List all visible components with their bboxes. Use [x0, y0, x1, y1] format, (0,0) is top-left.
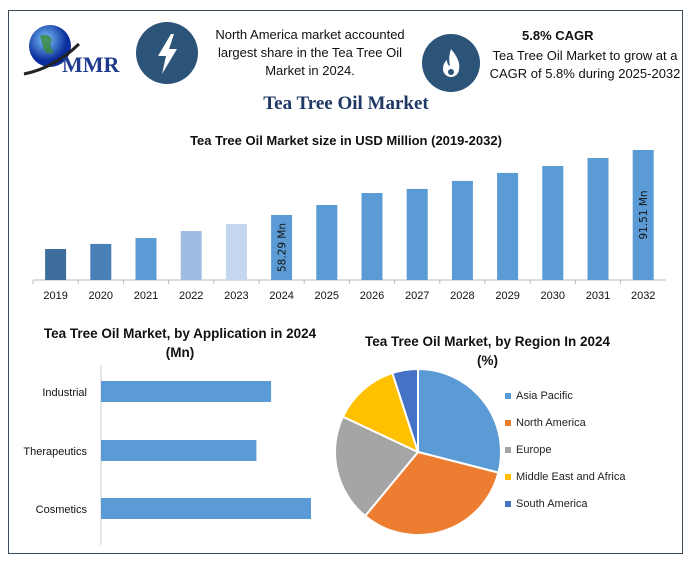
category-label-industrial: Industrial: [42, 387, 87, 399]
bar-2027: [406, 188, 428, 280]
market-size-chart: 2019 2020 2021 2022 2023 2024 58.29 Mn 2025 2026…: [32, 149, 666, 302]
x-tick-label-2030: 2030: [541, 290, 565, 302]
bar-2024: [271, 214, 293, 280]
lightning-icon: [136, 22, 198, 84]
legend-swatch: [505, 474, 511, 481]
application-chart: Industrial Therapeutics Cosmetics: [23, 365, 311, 545]
legend-item: North America: [505, 417, 586, 429]
x-tick-label-2023: 2023: [224, 290, 248, 302]
application-chart-title: Tea Tree Oil Market, by Application in 2…: [43, 326, 317, 360]
cagr-title: 5.8% CAGR: [522, 28, 594, 43]
cagr-fact: Tea Tree Oil Market to grow at a CAGR of…: [489, 48, 681, 81]
data-label-2024: 58.29 Mn: [277, 223, 289, 272]
bar-2026: [361, 193, 383, 280]
bar-2020: [90, 243, 112, 280]
region-chart-title: Tea Tree Oil Market, by Region In 2024 (…: [364, 334, 611, 368]
pie-slice-asia-pacific: [417, 367, 502, 474]
frame-border: [8, 10, 683, 554]
bar-2030: [542, 166, 564, 280]
market-size-chart-title: Tea Tree Oil Market size in USD Million …: [190, 133, 502, 148]
legend-swatch: [505, 420, 511, 427]
mmr-logo: MMR: [22, 22, 132, 82]
logo-text: MMR: [62, 52, 120, 77]
legend-item: Middle East and Africa: [505, 471, 625, 483]
bar-therapeutics: [101, 440, 257, 461]
legend-label: Europe: [516, 444, 552, 456]
x-tick-label-2027: 2027: [405, 290, 429, 302]
bar-2031: [587, 158, 609, 280]
bar-industrial: [101, 381, 272, 402]
x-tick-label-2028: 2028: [450, 290, 474, 302]
bar-2022: [180, 231, 202, 280]
bar-2028: [451, 180, 473, 280]
legend-item: Asia Pacific: [505, 390, 573, 402]
legend-label: North America: [516, 417, 586, 429]
legend-item: South America: [505, 498, 588, 510]
legend-label: Asia Pacific: [516, 390, 573, 402]
x-tick-label-2026: 2026: [360, 290, 384, 302]
bar-cosmetics: [101, 498, 311, 519]
globe-icon: [23, 25, 81, 76]
legend-swatch: [505, 447, 511, 454]
pie-slice-north-america: [363, 450, 500, 536]
bar-2023: [225, 223, 247, 280]
bar-2025: [316, 204, 338, 280]
bar-2019: [45, 249, 67, 280]
legend-label: Middle East and Africa: [516, 471, 626, 483]
x-tick-label-2029: 2029: [495, 290, 519, 302]
pie-slice-middle-east-and-africa: [341, 371, 420, 454]
x-tick-label-2025: 2025: [315, 290, 339, 302]
page-title: Tea Tree Oil Market: [263, 93, 429, 114]
x-tick-label-2021: 2021: [134, 290, 158, 302]
fact-north-america: North America market accounted largest s…: [215, 27, 405, 78]
data-label-2032: 91.51 Mn: [638, 190, 650, 239]
bar-2021: [135, 238, 157, 280]
category-label-cosmetics: Cosmetics: [36, 504, 88, 516]
x-tick-label-2032: 2032: [631, 290, 655, 302]
x-tick-label-2020: 2020: [89, 290, 113, 302]
legend-swatch: [505, 393, 511, 400]
region-pie-chart: [334, 367, 502, 536]
category-label-therapeutics: Therapeutics: [23, 446, 87, 458]
x-tick-label-2019: 2019: [43, 290, 67, 302]
x-tick-label-2022: 2022: [179, 290, 203, 302]
legend-item: Europe: [505, 444, 551, 456]
legend-swatch: [505, 501, 511, 508]
pie-slice-south-america: [391, 367, 419, 453]
pie-slice-europe: [334, 415, 420, 518]
x-tick-label-2031: 2031: [586, 290, 610, 302]
flame-icon: [422, 34, 480, 92]
bar-2032: [632, 149, 654, 280]
x-tick-label-2024: 2024: [269, 290, 293, 302]
bar-2029: [497, 172, 519, 280]
legend-label: South America: [516, 498, 588, 510]
